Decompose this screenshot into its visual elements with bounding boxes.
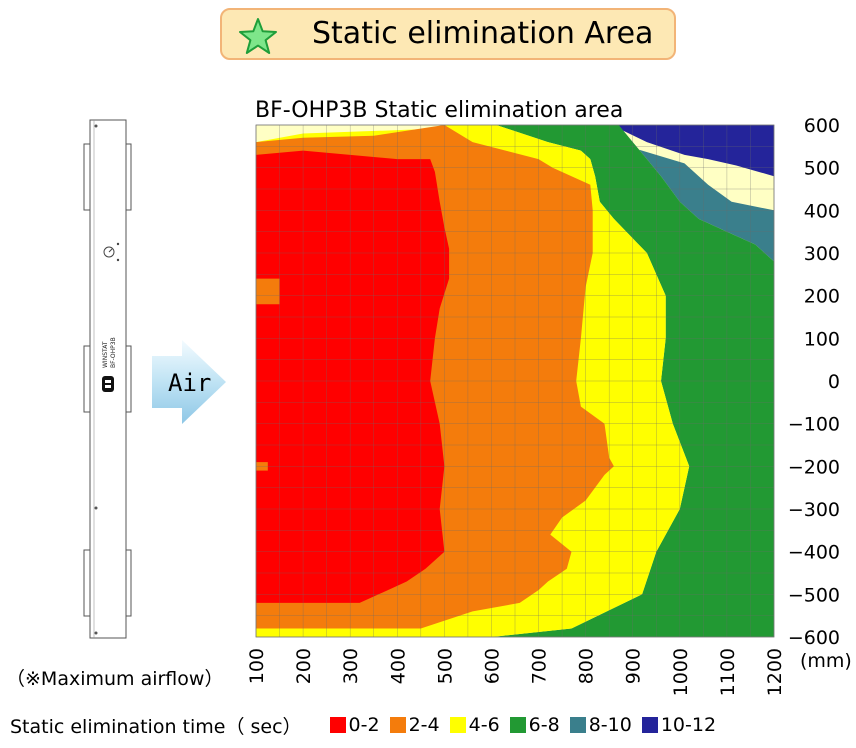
x-tick-label: 300 [340,648,362,684]
y-tick-label: 300 [804,243,840,265]
zone-8-10 [599,125,774,262]
x-tick-label: 500 [434,648,456,684]
chart-title: BF-OHP3B Static elimination area [255,98,623,123]
legend-label: 2-4 [408,713,440,736]
x-tick-label: 700 [529,648,551,684]
y-tick-label: 400 [804,200,840,222]
legend-items: 0-2 2-4 4-6 6-8 8-10 10-12 [329,713,727,738]
legend-label: 10-12 [660,713,717,736]
legend-item-4-6: 4-6 [449,713,500,736]
legend-swatch [449,716,466,733]
y-tick-label: 200 [804,286,840,308]
y-tick-label: −100 [788,414,840,436]
zone-2-4 [256,278,280,305]
plot-border [255,124,775,638]
air-label: Air [168,369,211,397]
header-title: Static elimination Area [312,16,654,51]
x-tick-label: 1000 [670,648,692,696]
legend-item-6-8: 6-8 [509,713,560,736]
y-tick-label: −300 [788,499,840,521]
legend-item-8-10: 8-10 [569,713,632,736]
legend-item-2-4: 2-4 [389,713,440,736]
zone-0-2 [256,150,450,603]
legend-swatch [389,716,406,733]
legend-item-0-2: 0-2 [329,713,380,736]
y-tick-label: −500 [788,584,840,606]
air-arrow: Air [152,340,226,424]
x-tick-label: 600 [481,648,503,684]
x-tick-label: 900 [623,648,645,684]
legend: Static elimination time（ sec） 0-2 2-4 4-6 6… [10,712,726,739]
star-icon [239,18,277,54]
x-tick-label: 200 [293,648,315,684]
x-tick-label: 100 [246,648,268,684]
zone-10-12 [611,125,774,177]
y-tick-label: 0 [828,371,840,393]
y-tick-label: −200 [788,456,840,478]
legend-swatch [509,716,526,733]
x-tick-label: 800 [576,648,598,684]
x-tick-label: 1200 [764,648,786,696]
device-illustration: WINSTAT BF-OHP3B [83,119,132,639]
y-tick-label: −400 [788,542,840,564]
y-tick-label: −600 [788,627,840,649]
device-label-1: WINSTAT [102,341,109,368]
x-tick-label: 400 [387,648,409,684]
legend-swatch [641,716,658,733]
device-logo [102,376,114,392]
airflow-note: （※Maximum airflow） [6,668,224,690]
legend-label: 4-6 [468,713,500,736]
legend-swatch [329,716,346,733]
y-tick-label: 600 [804,115,840,137]
elimination-area-chart: BF-OHP3B Static elimination area 600 500 4… [246,98,852,696]
legend-item-10-12: 10-12 [641,713,717,736]
y-tick-label: 100 [804,328,840,350]
y-tick-label: 500 [804,158,840,180]
legend-title: Static elimination time（ sec） [10,716,302,738]
device-label-2: BF-OHP3B [110,337,117,368]
legend-label: 6-8 [528,713,560,736]
legend-swatch [569,716,586,733]
legend-label: 8-10 [588,713,632,736]
x-axis-unit: (mm) [800,650,852,672]
header-banner: Static elimination Area [220,8,676,60]
y-tick-labels: 600 500 400 300 200 100 0 −100 −200 −300 −400 −500 −… [788,115,840,649]
legend-label: 0-2 [348,713,380,736]
x-tick-label: 1100 [717,648,739,696]
x-tick-labels: 100 200 300 400 500 600 700 800 900 1000 1100 1200 [246,648,786,696]
